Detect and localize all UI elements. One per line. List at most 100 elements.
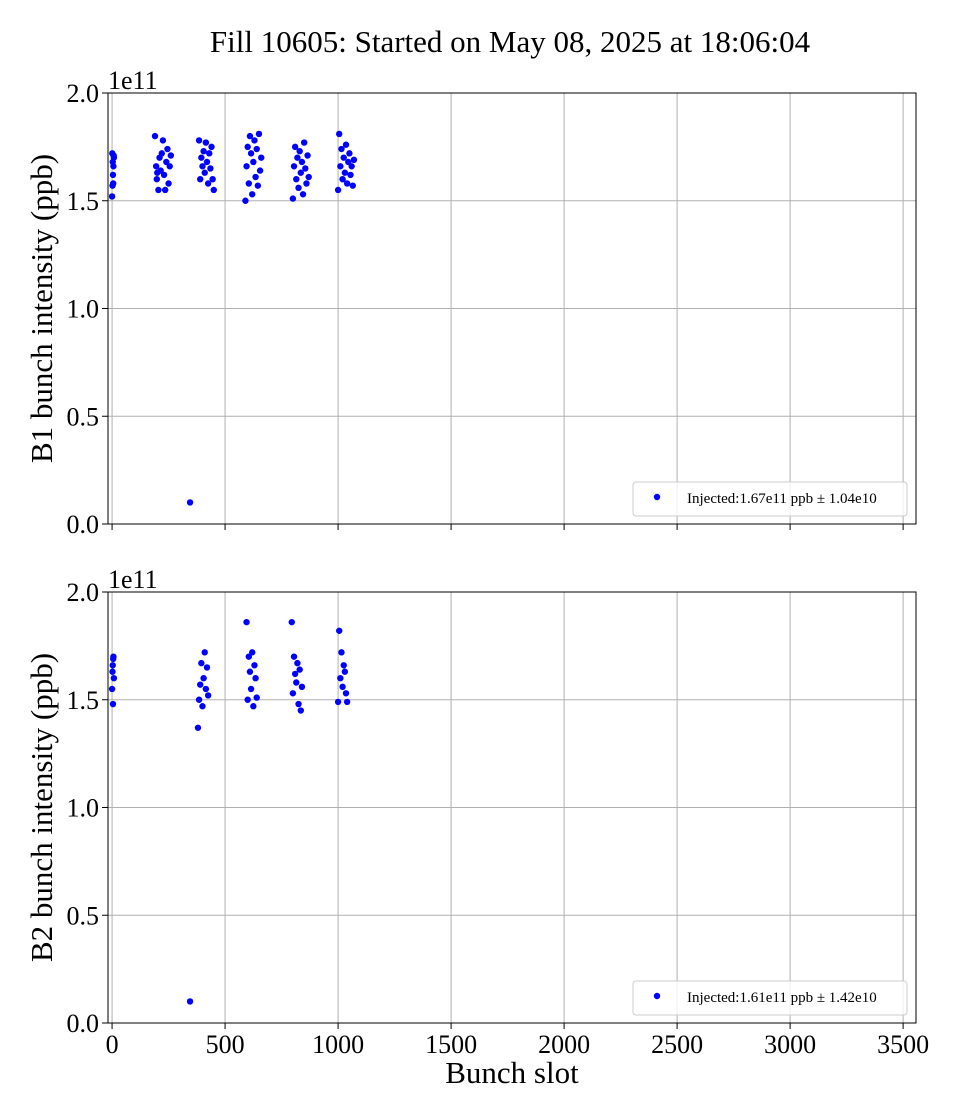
- point: [245, 653, 253, 660]
- point: [302, 165, 309, 172]
- point: [110, 152, 117, 159]
- point: [197, 176, 204, 183]
- point: [290, 163, 298, 170]
- point: [296, 147, 303, 155]
- point: [159, 137, 167, 144]
- point: [340, 154, 347, 161]
- point: [346, 150, 353, 157]
- x-tick-label: 0: [106, 1030, 119, 1059]
- point: [255, 130, 263, 138]
- axes-frame: [107, 591, 917, 1024]
- point: [166, 163, 173, 170]
- y-axis-label: B1 bunch intensity (ppb): [24, 154, 59, 463]
- y-tick-label: 2.0: [67, 79, 100, 108]
- point: [163, 158, 170, 166]
- point: [165, 180, 172, 187]
- point: [298, 158, 306, 166]
- point: [299, 191, 307, 198]
- point: [246, 132, 254, 140]
- point: [347, 171, 354, 179]
- legend-marker: [653, 992, 661, 1000]
- point: [288, 618, 295, 626]
- point: [289, 195, 297, 202]
- point: [186, 499, 194, 506]
- point: [294, 659, 301, 667]
- point: [258, 154, 265, 161]
- point: [199, 163, 206, 170]
- point: [336, 627, 343, 634]
- offset-label: 1e11: [108, 66, 158, 95]
- y-tick-label: 1.0: [67, 295, 100, 324]
- point: [337, 675, 344, 682]
- point: [109, 668, 116, 675]
- point: [348, 163, 355, 170]
- point: [297, 707, 304, 714]
- y-tick-label: 0.5: [67, 901, 100, 930]
- point: [199, 703, 206, 710]
- point: [342, 141, 350, 148]
- point: [151, 132, 159, 140]
- point: [340, 662, 347, 669]
- point: [206, 150, 213, 157]
- point: [296, 666, 303, 673]
- point: [252, 173, 259, 181]
- point: [334, 186, 342, 194]
- point: [198, 154, 205, 161]
- point: [201, 649, 208, 656]
- y-tick-label: 1.5: [67, 187, 100, 216]
- point: [108, 193, 116, 200]
- legend-label: Injected:1.61e11 ppb ± 1.42e10: [687, 990, 877, 1006]
- point: [339, 176, 346, 183]
- point: [203, 664, 211, 671]
- x-axis-label: Bunch slot: [445, 1055, 579, 1090]
- point: [350, 156, 358, 164]
- point: [250, 703, 257, 710]
- point: [294, 154, 301, 161]
- y-tick-label: 1.5: [67, 686, 100, 715]
- point: [336, 130, 343, 138]
- point: [245, 180, 253, 187]
- point: [195, 696, 203, 703]
- point: [305, 173, 312, 181]
- point: [339, 683, 346, 691]
- x-tick-label: 2500: [651, 1030, 703, 1059]
- y-tick-label: 0.0: [67, 1009, 100, 1038]
- point: [304, 152, 311, 159]
- x-tick-label: 1500: [425, 1030, 477, 1059]
- x-tick-label: 3500: [877, 1030, 929, 1059]
- point: [343, 698, 351, 706]
- point: [109, 171, 117, 179]
- legend-box: [632, 481, 908, 517]
- point: [297, 169, 304, 176]
- point: [200, 675, 207, 682]
- point: [244, 696, 251, 703]
- point: [247, 150, 255, 157]
- point: [291, 670, 299, 678]
- point: [242, 197, 249, 204]
- point: [109, 655, 117, 663]
- y-axis-label: B2 bunch intensity (ppb): [24, 653, 59, 962]
- point: [155, 186, 162, 194]
- point: [334, 698, 342, 706]
- point: [337, 163, 344, 170]
- point: [341, 668, 349, 675]
- point: [295, 184, 302, 192]
- point: [341, 169, 349, 176]
- point: [247, 685, 255, 693]
- point: [197, 681, 204, 688]
- point: [208, 143, 215, 151]
- point: [251, 662, 258, 669]
- legend-box: [632, 980, 908, 1016]
- point: [154, 169, 161, 176]
- point: [202, 685, 210, 693]
- point: [207, 165, 214, 172]
- point: [248, 191, 256, 198]
- point: [246, 668, 254, 675]
- x-tick-label: 500: [206, 1030, 245, 1059]
- point: [295, 700, 302, 708]
- point: [254, 182, 262, 189]
- point: [253, 145, 260, 153]
- point: [153, 176, 161, 183]
